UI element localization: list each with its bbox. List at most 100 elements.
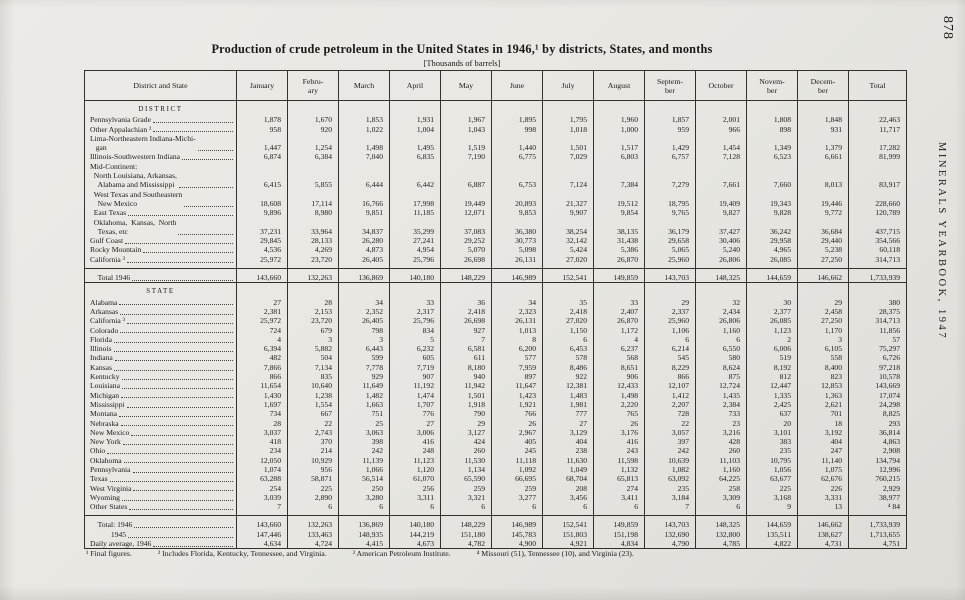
value-cell: 293 <box>848 418 907 428</box>
value-cell: 3,192 <box>797 427 849 438</box>
row-label-text: Texas <box>90 474 108 484</box>
row-label-text: Montana <box>90 409 117 419</box>
value-cell: 751 <box>338 409 390 419</box>
table-row: Kansas 7,866 7,134 7,778 7,719 8,180 7,959 8,48… <box>84 362 907 373</box>
value-cell: 17,998 <box>389 189 441 209</box>
value-cell: 3,411 <box>593 492 645 503</box>
footnote: ¹ Final figures. <box>86 549 132 558</box>
value-cell: 4,900 <box>491 539 543 549</box>
value-cell: 4,954 <box>389 245 441 255</box>
row-label: STATE <box>84 282 237 298</box>
value-cell: 25,972 <box>236 254 288 269</box>
footnote: ³ American Petroleum Institute. <box>352 549 451 558</box>
value-cell: 9,853 <box>491 208 543 218</box>
value-cell: 30 <box>746 297 798 307</box>
row-label: DISTRICT <box>84 100 237 116</box>
value-cell: 234 <box>236 446 288 456</box>
value-cell: 29 <box>797 297 849 307</box>
value-cell: 5,240 <box>695 245 747 255</box>
value-cell: 243 <box>593 446 645 456</box>
row-label: Kentucky <box>84 372 237 382</box>
value-cell: 26,131 <box>491 316 543 326</box>
table-row: Total: 1946 143,660 132,263 136,869 140,180 1… <box>84 515 907 530</box>
value-cell: 504 <box>287 353 339 363</box>
dot-leader <box>114 360 233 362</box>
value-cell: 26,698 <box>440 254 492 269</box>
value-cell: 734 <box>236 409 288 419</box>
value-cell <box>593 161 645 172</box>
value-cell <box>695 100 747 116</box>
value-cell: 1,160 <box>695 464 747 475</box>
value-cell: 28 <box>236 418 288 428</box>
value-cell: 314,713 <box>848 254 907 269</box>
value-cell: 6 <box>389 502 441 516</box>
value-cell: 834 <box>389 325 441 335</box>
value-cell: 17,074 <box>848 390 907 400</box>
value-cell: 5,238 <box>797 245 849 255</box>
row-label: Louisiana <box>84 381 237 391</box>
dot-leader <box>121 397 233 399</box>
value-cell: 29,658 <box>644 236 696 246</box>
dot-leader <box>152 122 233 124</box>
value-cell: 6 <box>644 334 696 345</box>
value-cell: 143,660 <box>236 515 288 530</box>
value-cell: 7,029 <box>542 152 594 162</box>
dot-leader <box>121 388 233 390</box>
value-cell: 922 <box>542 372 594 382</box>
value-cell: 19,409 <box>695 189 747 209</box>
table-row: Oklahoma 12,050 10,929 11,139 11,123 11,530 11… <box>84 455 907 465</box>
value-cell: 26,870 <box>593 316 645 326</box>
value-cell: 9,828 <box>746 208 798 218</box>
value-cell: 5,855 <box>287 171 339 190</box>
value-cell: 22 <box>644 418 696 428</box>
value-cell: 519 <box>746 353 798 363</box>
value-cell: 418 <box>236 437 288 447</box>
table-subtitle: [Thousands of barrels] <box>423 58 501 68</box>
col-header: Septem- ber <box>644 70 696 101</box>
value-cell: 11,118 <box>491 455 543 465</box>
value-cell <box>848 161 907 172</box>
value-cell: 1,092 <box>491 464 543 475</box>
value-cell: 68,704 <box>542 474 594 484</box>
value-cell: 2,381 <box>236 306 288 317</box>
value-cell: 38,977 <box>848 492 907 503</box>
value-cell: 1,254 <box>287 133 339 153</box>
value-cell: 6 <box>491 502 543 516</box>
value-cell: 17,282 <box>848 133 907 153</box>
value-cell: 260 <box>695 446 747 456</box>
header-row: District and State January Febru- ary March… <box>84 70 907 101</box>
table-row: West Virginia 254 225 250 256 259 259 208 274 235… <box>84 483 907 493</box>
value-cell: 23,720 <box>287 316 339 326</box>
table-row: STATE <box>84 282 907 298</box>
value-cell <box>542 282 594 298</box>
value-cell: 18,608 <box>236 189 288 209</box>
value-cell: 637 <box>746 409 798 419</box>
value-cell: 149,859 <box>593 268 645 284</box>
row-label: Indiana <box>84 353 237 363</box>
row-label: California ³ <box>84 316 237 326</box>
value-cell: 147,446 <box>236 529 288 540</box>
value-cell: 146,662 <box>797 268 849 284</box>
value-cell: 6,200 <box>491 344 543 354</box>
value-cell: 482 <box>236 353 288 363</box>
value-cell: 404 <box>542 437 594 447</box>
table-row: East Texas 9,896 8,980 9,851 11,185 12,071 9,8… <box>84 208 907 218</box>
row-label-text: Colorado <box>90 325 119 335</box>
row-label: Colorado <box>84 325 237 335</box>
value-cell: 152,541 <box>542 268 594 284</box>
value-cell: 11,717 <box>848 124 907 134</box>
value-cell: 8,486 <box>542 362 594 373</box>
value-cell <box>389 161 441 172</box>
value-cell: 226 <box>797 483 849 493</box>
value-cell: 3,101 <box>746 427 798 438</box>
table-row: Mid-Continent: <box>84 161 907 172</box>
row-label-text: Pennsylvania <box>90 464 131 474</box>
value-cell: 5,386 <box>593 245 645 255</box>
row-label: Arkansas <box>84 306 237 317</box>
value-cell: 966 <box>695 124 747 134</box>
value-cell: 225 <box>287 483 339 493</box>
col-header: August <box>593 70 645 101</box>
value-cell: 3,456 <box>542 492 594 503</box>
value-cell: 6,775 <box>491 152 543 162</box>
value-cell: 17,114 <box>287 189 339 209</box>
